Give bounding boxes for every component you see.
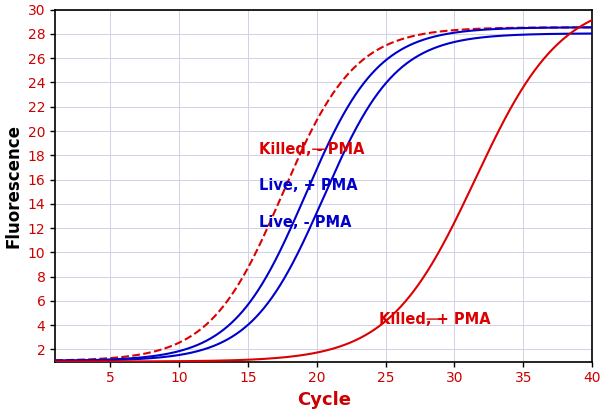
Text: Live, + PMA: Live, + PMA [259, 178, 358, 193]
Text: Killed, + PMA: Killed, + PMA [379, 311, 490, 327]
Text: Killed, - PMA: Killed, - PMA [259, 142, 364, 157]
Y-axis label: Fluorescence: Fluorescence [4, 123, 22, 248]
Text: Live, - PMA: Live, - PMA [259, 214, 352, 230]
X-axis label: Cycle: Cycle [296, 391, 351, 409]
